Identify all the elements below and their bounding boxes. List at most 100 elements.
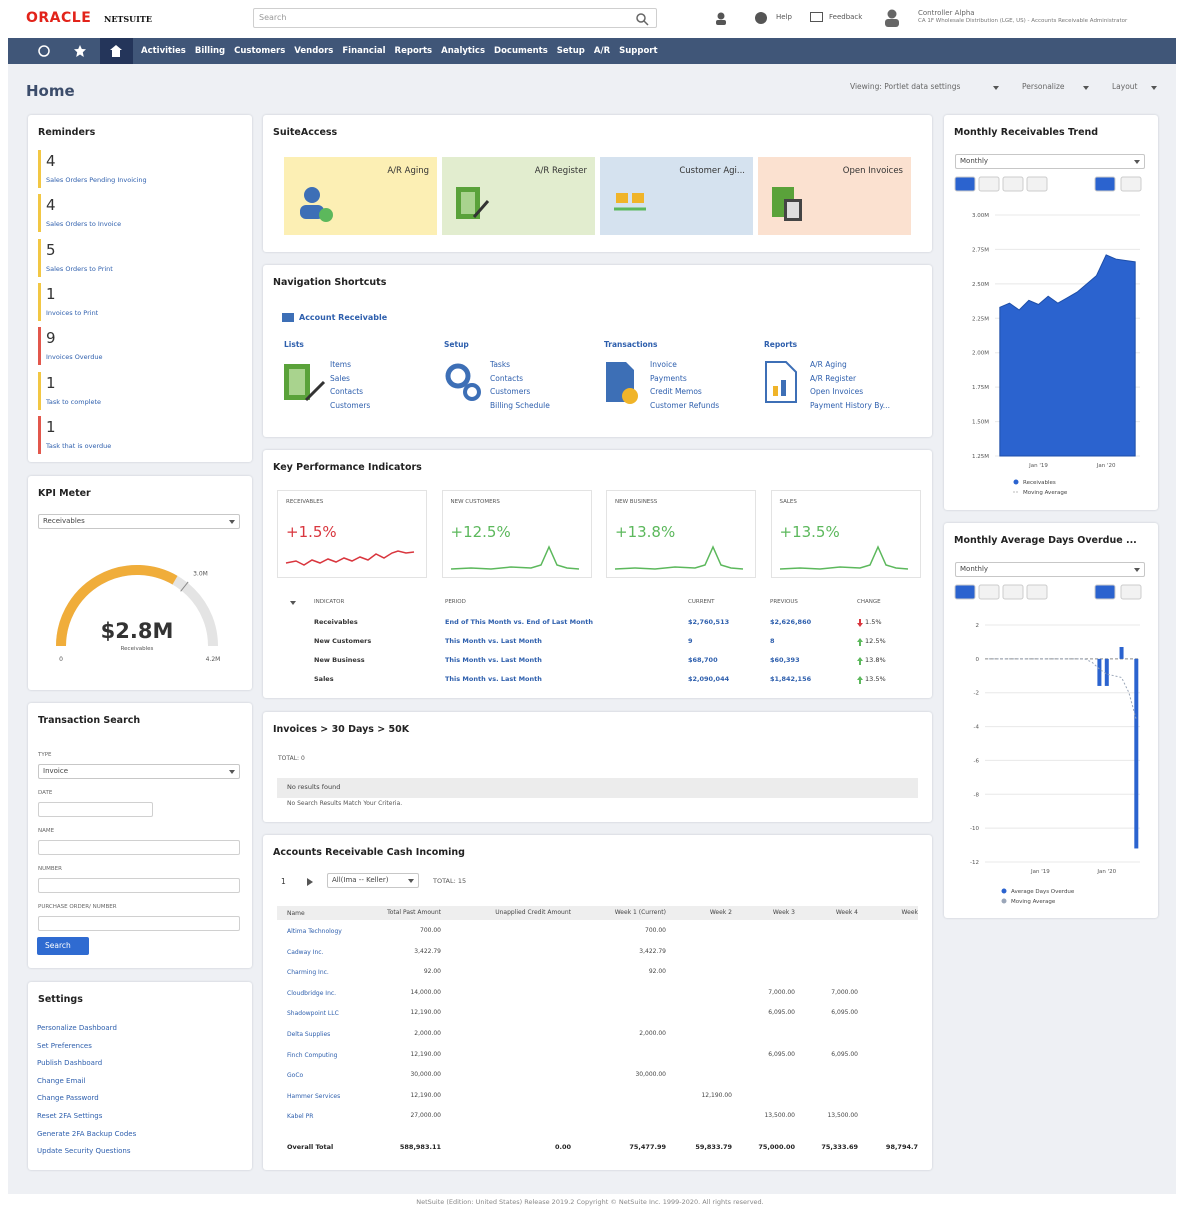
table-cell[interactable]: GoCo [287, 1072, 304, 1080]
reminder-label[interactable]: Task to complete [46, 397, 102, 406]
kpi-cell[interactable]: $60,393 [770, 656, 800, 664]
page-option[interactable]: Personalize [1022, 82, 1065, 91]
suiteaccess-tile[interactable]: Customer Agi... [600, 157, 753, 235]
reminder-label[interactable]: Invoices to Print [46, 308, 99, 317]
feedback-link[interactable]: Feedback [829, 13, 863, 21]
nav-item[interactable]: Setup [556, 46, 585, 56]
reminder-count[interactable]: 1 [46, 373, 56, 392]
reminder-label[interactable]: Invoices Overdue [46, 353, 103, 362]
kpi-cell[interactable]: This Month vs. Last Month [445, 675, 542, 683]
select-box[interactable]: All(Ima -- Keller) [327, 873, 419, 888]
text-input[interactable] [38, 802, 153, 817]
kpi-meter-portlet: KPI Meter Receivables 3.0M $2.8M Receivables… [28, 476, 252, 690]
nav-item[interactable]: Analytics [441, 46, 486, 56]
pager-page[interactable]: 1 [281, 877, 286, 886]
shortcut-link[interactable]: Credit Memos [650, 387, 702, 397]
settings-link[interactable]: Change Password [37, 1094, 99, 1103]
text-input[interactable] [38, 916, 240, 931]
reminder-label[interactable]: Sales Orders to Invoice [46, 220, 122, 229]
reminder-count[interactable]: 5 [46, 240, 56, 259]
shortcut-link[interactable]: A/R Aging [810, 360, 847, 369]
kpi-cell[interactable]: This Month vs. Last Month [445, 637, 542, 645]
kpi-cell[interactable]: $2,760,513 [688, 618, 730, 626]
shortcut-section-title[interactable]: Lists [284, 340, 304, 349]
text-input[interactable] [38, 840, 240, 855]
select-box[interactable]: Monthly [955, 154, 1145, 169]
kpi-cell[interactable]: $2,090,044 [688, 675, 730, 683]
help-link[interactable]: Help [776, 13, 792, 21]
nav-item[interactable]: Vendors [294, 46, 334, 56]
nav-item[interactable]: Financial [342, 46, 386, 56]
shortcut-link[interactable]: Open Invoices [810, 387, 864, 397]
settings-link[interactable]: Publish Dashboard [37, 1059, 103, 1068]
settings-link[interactable]: Generate 2FA Backup Codes [37, 1129, 137, 1138]
shortcut-link[interactable]: Customers [330, 400, 371, 410]
shortcut-link[interactable]: Payment History By... [810, 400, 890, 410]
table-cell[interactable]: Hammer Services [287, 1092, 341, 1100]
reminder-count[interactable]: 9 [46, 329, 56, 348]
shortcut-link[interactable]: Payments [650, 373, 687, 383]
reminder-label[interactable]: Sales Orders Pending Invoicing [46, 176, 147, 184]
nav-item[interactable]: Support [619, 46, 658, 56]
table-cell[interactable]: Altima Technology [287, 928, 342, 935]
nav-item[interactable]: Activities [141, 46, 186, 56]
reminder-label[interactable]: Task that is overdue [46, 441, 112, 450]
user-name[interactable]: Controller Alpha [918, 9, 975, 17]
nav-item[interactable]: Reports [394, 46, 433, 56]
shortcut-link[interactable]: Customer Refunds [650, 400, 720, 410]
kpi-cell[interactable]: $1,842,156 [770, 675, 812, 683]
kpi-cell[interactable]: End of This Month vs. End of Last Month [445, 618, 593, 626]
settings-link[interactable]: Set Preferences [37, 1041, 92, 1050]
kpi-cell[interactable]: 8 [770, 637, 775, 645]
shortcut-link[interactable]: Billing Schedule [490, 400, 550, 410]
shortcut-section-title[interactable]: Transactions [604, 340, 658, 349]
text-input[interactable] [38, 878, 240, 893]
select-box[interactable]: Invoice [38, 764, 240, 779]
reminder-count[interactable]: 1 [46, 417, 56, 436]
search-button[interactable]: Search [37, 937, 89, 955]
settings-link[interactable]: Personalize Dashboard [37, 1024, 117, 1032]
kpi-cell[interactable]: 9 [688, 637, 693, 645]
shortcut-link[interactable]: Invoice [650, 360, 677, 369]
table-cell[interactable]: Cloudbridge Inc. [287, 989, 337, 997]
table-cell[interactable]: Delta Supplies [287, 1031, 331, 1038]
nav-item[interactable]: Customers [234, 46, 286, 56]
suiteaccess-tile[interactable]: Open Invoices [758, 157, 911, 235]
nav-item[interactable]: Billing [194, 46, 226, 56]
suiteaccess-tile[interactable]: A/R Register [442, 157, 595, 235]
nav-item[interactable]: A/R [593, 46, 611, 56]
table-cell[interactable]: Kabel PR [287, 1113, 314, 1121]
shortcut-link[interactable]: A/R Register [810, 373, 857, 383]
shortcut-section-title[interactable]: Reports [764, 340, 798, 349]
reminder-count[interactable]: 4 [46, 196, 56, 215]
table-cell[interactable]: Cadway Inc. [287, 948, 324, 956]
pager-next [307, 878, 313, 886]
shortcut-section-title[interactable]: Setup [444, 340, 469, 349]
settings-link[interactable]: Update Security Questions [37, 1147, 131, 1156]
reminder-count[interactable]: 1 [46, 284, 56, 303]
shortcut-link[interactable]: Contacts [330, 387, 364, 397]
settings-link[interactable]: Change Email [37, 1076, 86, 1085]
reminder-count[interactable]: 4 [46, 152, 56, 170]
shortcut-link[interactable]: Customers [490, 387, 531, 397]
suiteaccess-tile[interactable]: A/R Aging [284, 157, 437, 235]
page-option[interactable]: Layout [1112, 82, 1138, 91]
shortcut-link[interactable]: Contacts [490, 373, 524, 383]
kpi-cell[interactable]: This Month vs. Last Month [445, 656, 542, 664]
kpi-cell[interactable]: $2,626,860 [770, 618, 812, 626]
table-cell[interactable]: Shadowpoint LLC [287, 1010, 339, 1018]
shortcut-link[interactable]: Tasks [490, 360, 511, 369]
select-box[interactable]: Monthly [955, 562, 1145, 577]
search-box[interactable]: Search [253, 8, 657, 28]
settings-link[interactable]: Reset 2FA Settings [37, 1112, 103, 1120]
page-option[interactable]: Viewing: Portlet data settings [850, 82, 961, 91]
shortcut-link[interactable]: Items [330, 360, 351, 369]
table-cell[interactable]: Charming Inc. [287, 969, 329, 977]
table-cell[interactable]: Finch Computing [287, 1051, 338, 1059]
shortcut-link[interactable]: Sales [330, 373, 350, 383]
kpi-cell[interactable]: $68,700 [688, 656, 718, 664]
shortcut-group[interactable]: Account Receivable [299, 313, 388, 322]
select-box[interactable]: Receivables [38, 514, 240, 529]
nav-item[interactable]: Documents [494, 46, 548, 56]
reminder-label[interactable]: Sales Orders to Print [46, 264, 113, 273]
